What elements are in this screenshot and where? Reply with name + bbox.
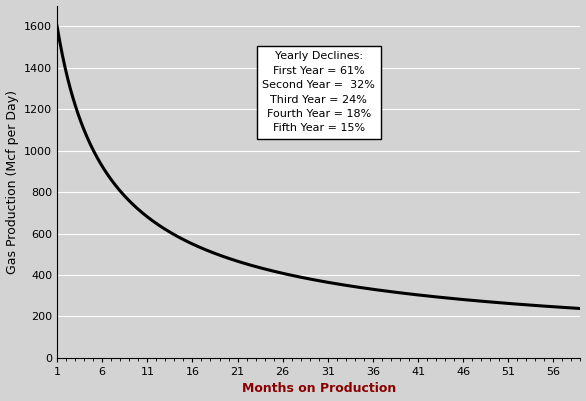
Text: Yearly Declines:
First Year = 61%
Second Year =  32%
Third Year = 24%
Fourth Yea: Yearly Declines: First Year = 61% Second… <box>263 51 375 134</box>
Y-axis label: Gas Production (Mcf per Day): Gas Production (Mcf per Day) <box>5 90 19 274</box>
X-axis label: Months on Production: Months on Production <box>241 383 396 395</box>
